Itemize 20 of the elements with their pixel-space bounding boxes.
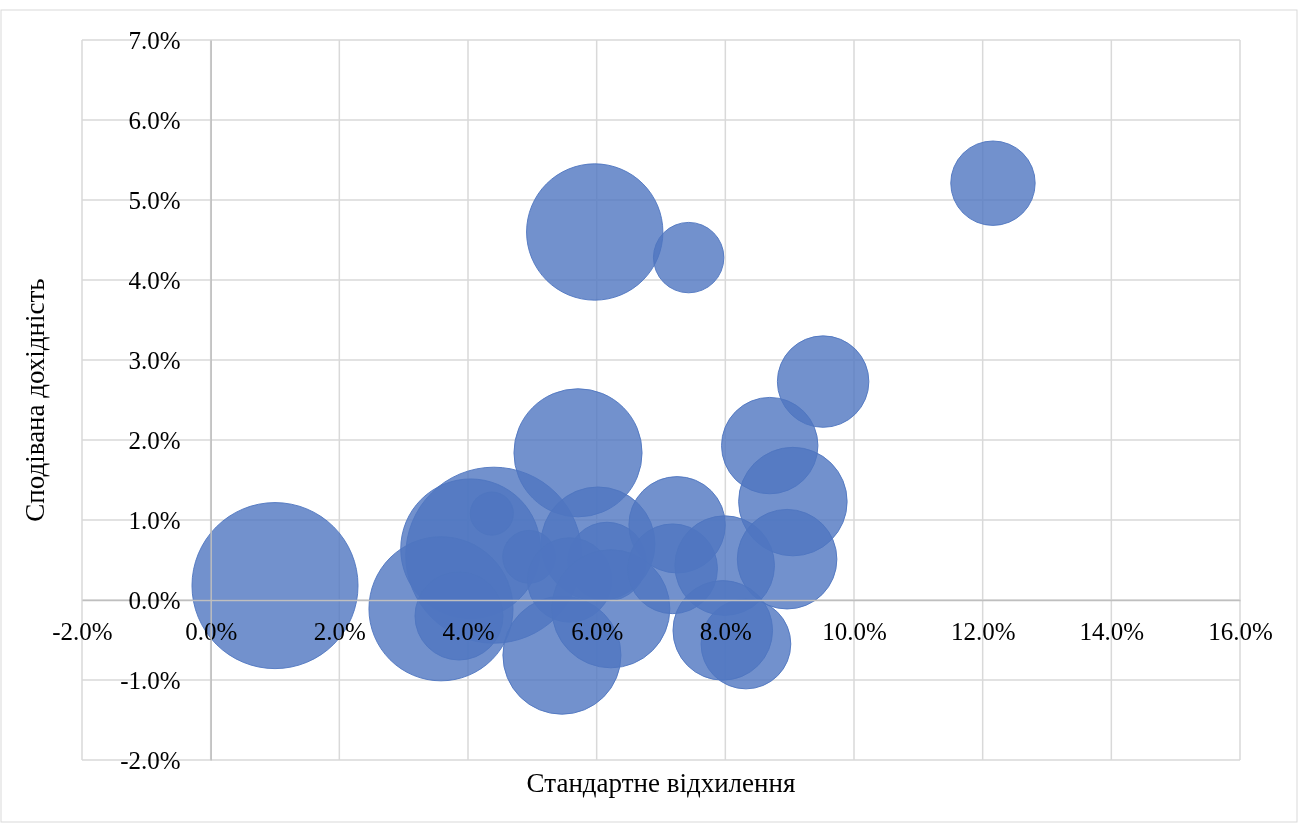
x-tick-label: 10.0% <box>822 617 887 645</box>
y-tick-label: 6.0% <box>128 106 181 134</box>
y-tick-label: 7.0% <box>128 26 181 54</box>
y-tick-label: 2.0% <box>128 426 181 454</box>
x-tick-label: -2.0% <box>52 617 113 645</box>
y-tick-label: 0.0% <box>128 586 181 614</box>
x-tick-label: 4.0% <box>442 617 495 645</box>
x-tick-label: 12.0% <box>950 617 1016 645</box>
y-tick-label: 1.0% <box>128 506 181 534</box>
y-axis-title: Сподівана дохідність <box>20 278 50 522</box>
x-tick-label: 6.0% <box>571 617 624 645</box>
y-tick-label: -2.0% <box>120 746 181 774</box>
y-tick-label: 5.0% <box>128 186 181 214</box>
y-tick-label: -1.0% <box>120 666 181 694</box>
x-tick-label: 8.0% <box>699 617 752 645</box>
y-tick-label: 4.0% <box>128 266 181 294</box>
x-axis-title: Стандартне відхилення <box>526 768 796 798</box>
x-tick-label: 14.0% <box>1079 617 1145 645</box>
x-tick-label: 16.0% <box>1208 617 1273 645</box>
y-tick-label: 3.0% <box>128 346 181 374</box>
